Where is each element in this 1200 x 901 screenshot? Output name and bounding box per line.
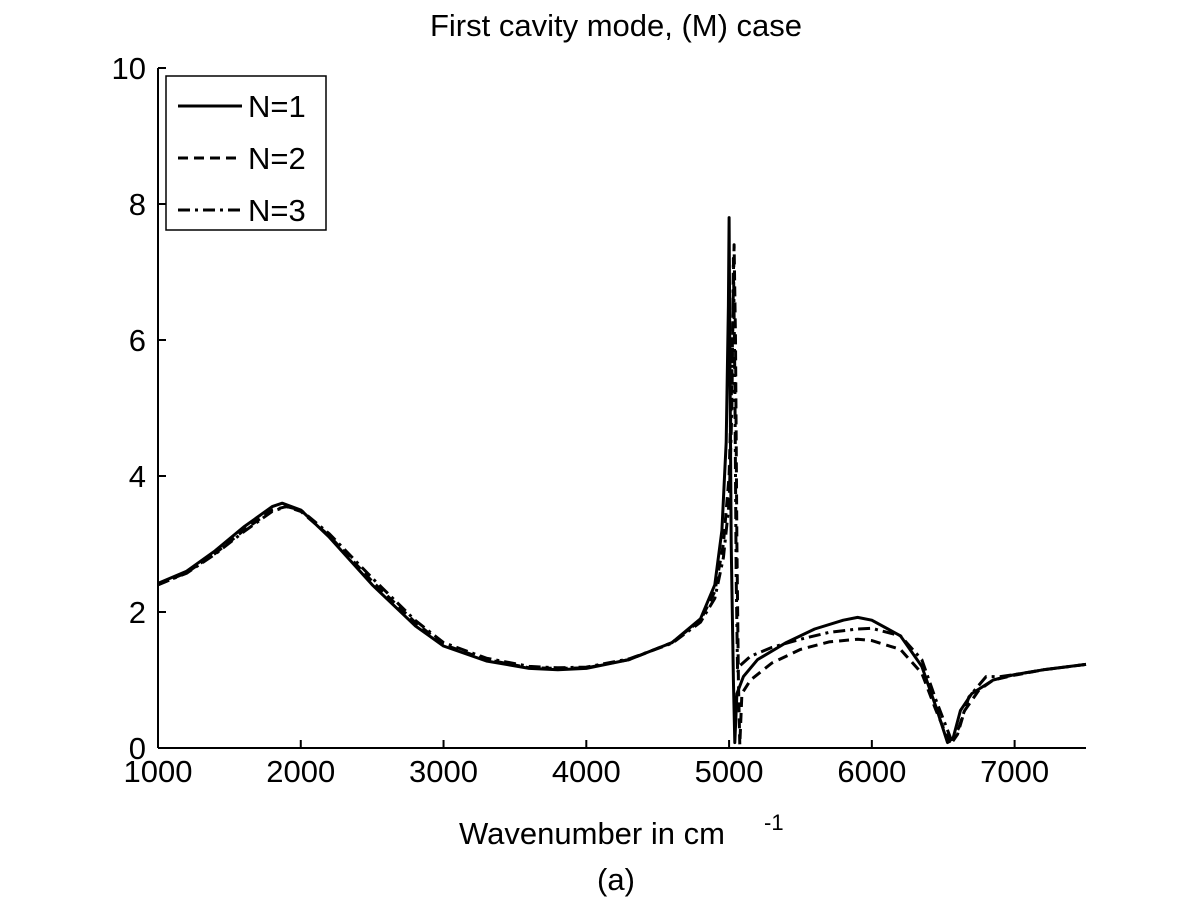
series-line-2 [157,243,1087,747]
x-tick-label: 7000 [980,754,1049,789]
legend-label-2: N=2 [248,141,306,176]
legend-box [165,75,327,231]
plot-area [157,216,1087,747]
x-axis-label: Wavenumber in cm [459,816,725,851]
x-tick-label: 5000 [695,754,764,789]
y-tick-label: 10 [112,51,146,86]
y-tick-label: 0 [129,731,146,766]
x-tick-label: 2000 [266,754,335,789]
x-axis-label-text: Wavenumber in cm [459,816,725,851]
x-tick-label: 4000 [552,754,621,789]
axes: 1000 2000 3000 4000 5000 6000 7000 0 2 4 6 8 10 [112,51,1086,789]
y-tick-label: 6 [129,323,146,358]
legend-label-3: N=3 [248,193,306,228]
y-tick-label: 8 [129,187,146,222]
series-line-3 [157,256,1087,743]
y-tick-label: 4 [129,459,146,494]
x-tick-label: 6000 [837,754,906,789]
chart-title: First cavity mode, (M) case [430,8,802,43]
legend-label-1: N=1 [248,89,306,124]
legend: N=1 N=2 N=3 [165,75,327,231]
x-tick-label: 3000 [409,754,478,789]
y-tick-label: 2 [129,595,146,630]
x-axis-label-superscript: -1 [764,810,784,835]
figure-caption: (a) [597,862,635,897]
x-tick-label: 1000 [124,754,193,789]
series-line-1 [157,216,1087,745]
